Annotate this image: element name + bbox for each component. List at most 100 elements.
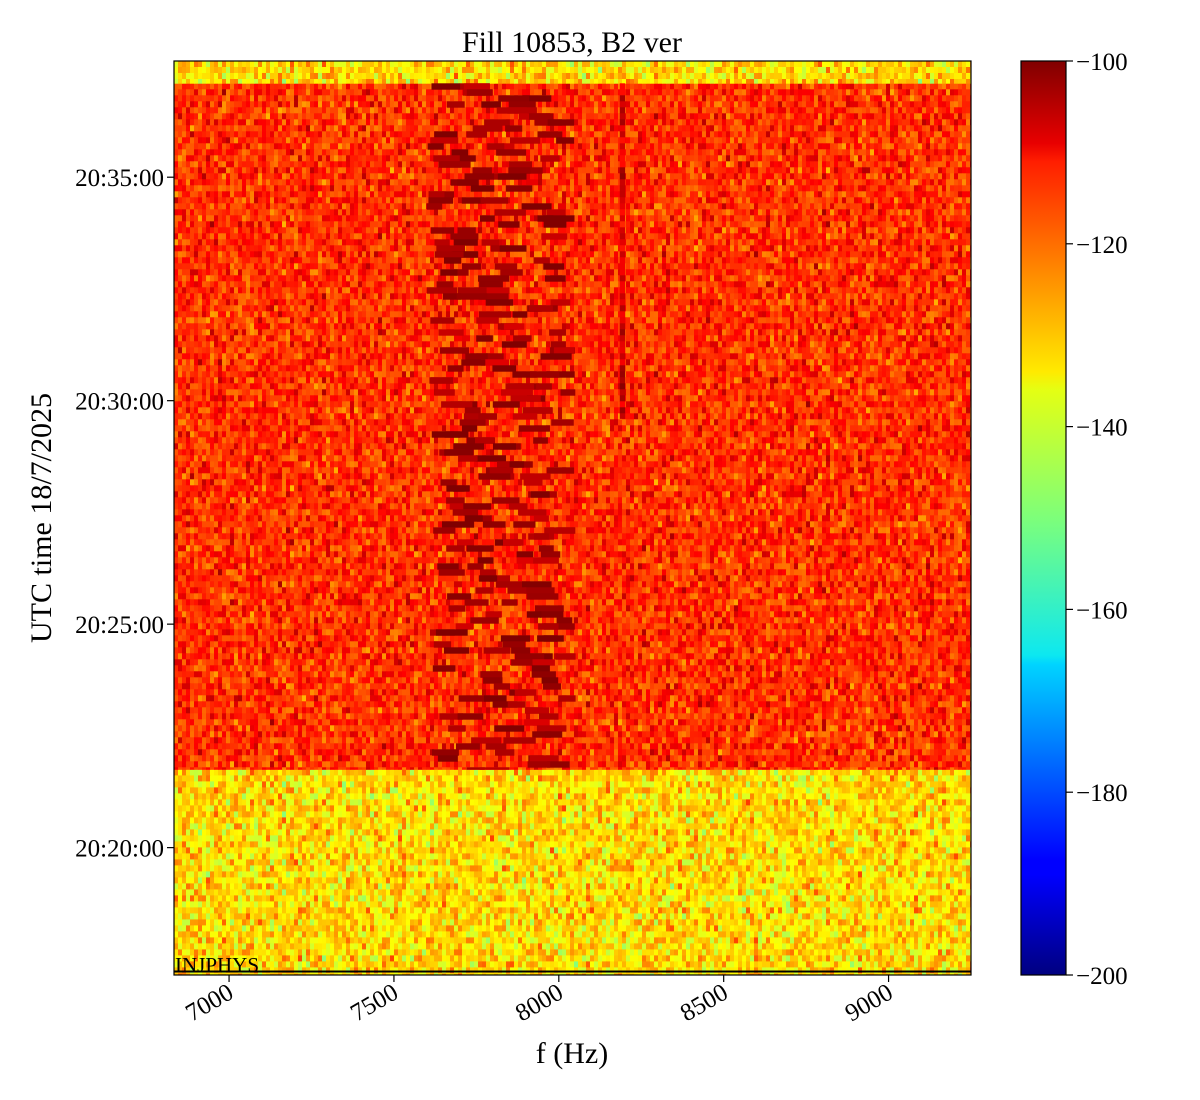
heatmap-cell: [946, 901, 950, 907]
heatmap-cell: [326, 853, 330, 859]
heatmap-cell: [482, 811, 486, 817]
heatmap-cell: [486, 775, 490, 781]
heatmap-cell: [442, 877, 446, 883]
heatmap-cell: [198, 787, 202, 793]
heatmap-cell: [414, 901, 418, 907]
heatmap-cell: [782, 829, 786, 835]
heatmap-cell: [686, 811, 690, 817]
heatmap-cell: [814, 799, 818, 805]
heatmap-cell: [874, 907, 878, 913]
heatmap-cell: [930, 847, 934, 853]
heatmap-cell: [526, 871, 530, 877]
heatmap-cell: [794, 859, 798, 865]
heatmap-cell: [306, 769, 310, 775]
heatmap-cell: [362, 901, 366, 907]
heatmap-cell: [178, 823, 182, 829]
heatmap-cell: [910, 781, 914, 787]
heatmap-cell: [470, 871, 474, 877]
heatmap-cell: [754, 877, 758, 883]
heatmap-cell: [962, 781, 966, 787]
heatmap-cell: [790, 859, 794, 865]
heatmap-cell: [786, 901, 790, 907]
heatmap-cell: [194, 787, 198, 793]
heatmap-cell: [558, 847, 562, 853]
heatmap-cell: [546, 787, 550, 793]
heatmap-cell: [354, 835, 358, 841]
heatmap-cell: [530, 817, 534, 823]
heatmap-cell: [526, 793, 530, 799]
heatmap-cell: [754, 775, 758, 781]
heatmap-cell: [914, 877, 918, 883]
heatmap-cell: [702, 793, 706, 799]
heatmap-cell: [286, 781, 290, 787]
heatmap-cell: [394, 859, 398, 865]
heatmap-cell: [278, 901, 282, 907]
heatmap-cell: [234, 811, 238, 817]
heatmap-cell: [854, 913, 858, 919]
heatmap-cell: [538, 841, 542, 847]
heatmap-cell: [894, 811, 898, 817]
heatmap-cell: [194, 877, 198, 883]
heatmap-cell: [510, 835, 514, 841]
heatmap-cell: [846, 865, 850, 871]
heatmap-cell: [718, 793, 722, 799]
heatmap-cell: [490, 901, 494, 907]
heatmap-cell: [226, 859, 230, 865]
heatmap-cell: [682, 829, 686, 835]
heatmap-cell: [454, 799, 458, 805]
heatmap-cell: [750, 829, 754, 835]
heatmap-cell: [538, 805, 542, 811]
heatmap-cell: [598, 871, 602, 877]
heatmap-cell: [878, 907, 882, 913]
heatmap-cell: [198, 877, 202, 883]
heatmap-cell: [330, 877, 334, 883]
heatmap-cell: [866, 871, 870, 877]
heatmap-cell: [310, 835, 314, 841]
heatmap-cell: [586, 889, 590, 895]
heatmap-cell: [726, 883, 730, 889]
heatmap-cell: [930, 877, 934, 883]
heatmap-cell: [350, 835, 354, 841]
heatmap-cell: [546, 865, 550, 871]
heatmap-cell: [334, 859, 338, 865]
heatmap-cell: [906, 847, 910, 853]
heatmap-cell: [518, 769, 522, 775]
heatmap-cell: [774, 895, 778, 901]
heatmap-cell: [218, 865, 222, 871]
heatmap-cell: [366, 787, 370, 793]
heatmap-cell: [226, 805, 230, 811]
heatmap-cell: [474, 877, 478, 883]
heatmap-cell: [846, 823, 850, 829]
heatmap-cell: [650, 913, 654, 919]
heatmap-cell: [534, 883, 538, 889]
heatmap-cell: [826, 847, 830, 853]
heatmap-cell: [706, 799, 710, 805]
heatmap-cell: [926, 787, 930, 793]
heatmap-cell: [898, 793, 902, 799]
heatmap-cell: [966, 853, 970, 859]
heatmap-cell: [294, 817, 298, 823]
heatmap-cell: [354, 793, 358, 799]
heatmap-cell: [222, 853, 226, 859]
heatmap-cell: [650, 817, 654, 823]
heatmap-cell: [290, 823, 294, 829]
heatmap-cell: [358, 877, 362, 883]
heatmap-cell: [722, 829, 726, 835]
heatmap-cell: [670, 907, 674, 913]
heatmap-cell: [566, 769, 570, 775]
heatmap-cell: [534, 817, 538, 823]
heatmap-cell: [870, 781, 874, 787]
heatmap-cell: [554, 805, 558, 811]
heatmap-cell: [226, 835, 230, 841]
heatmap-cell: [654, 865, 658, 871]
heatmap-cell: [854, 775, 858, 781]
heatmap-cell: [842, 877, 846, 883]
heatmap-cell: [206, 895, 210, 901]
heatmap-cell: [434, 805, 438, 811]
heatmap-cell: [754, 817, 758, 823]
heatmap-cell: [738, 769, 742, 775]
heatmap-cell: [862, 781, 866, 787]
heatmap-cell: [842, 889, 846, 895]
heatmap-cell: [302, 847, 306, 853]
heatmap-cell: [642, 841, 646, 847]
